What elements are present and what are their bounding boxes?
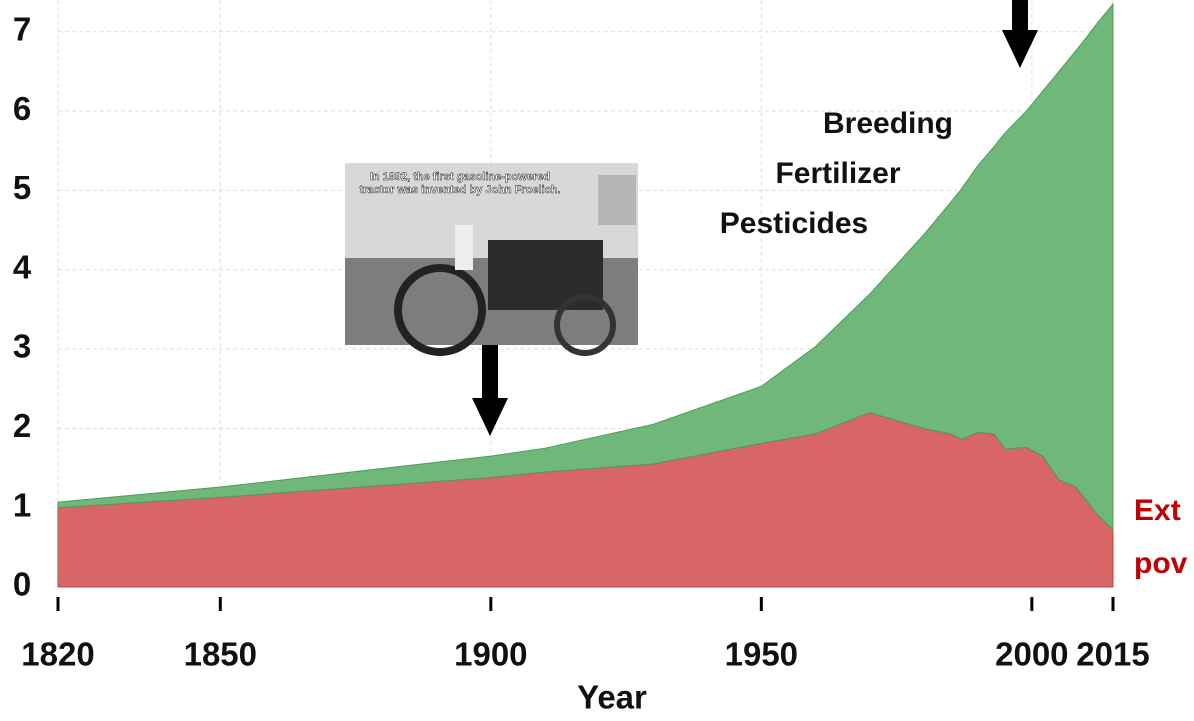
y-tick-label: 6 — [13, 90, 31, 127]
flag — [598, 175, 636, 225]
chart: Year In 1892, the first gasoline-powered… — [0, 0, 1194, 721]
y-tick-label: 4 — [13, 248, 32, 285]
photo-caption: tractor was invented by John Froelich. — [359, 184, 560, 196]
photo: In 1892, the first gasoline-powered trac… — [345, 163, 638, 353]
annotation: Pesticides — [720, 207, 868, 240]
arrow — [472, 345, 508, 436]
y-tick-label: 5 — [13, 169, 31, 206]
photo-caption: In 1892, the first gasoline-powered — [370, 171, 550, 183]
x-tick-label: 2000 — [995, 636, 1068, 673]
x-tick-label: 1900 — [454, 636, 527, 673]
arrow-head — [1002, 30, 1038, 68]
x-tick-label: 1950 — [725, 636, 798, 673]
annotation: Ext — [1134, 494, 1181, 527]
x-axis-label: Year — [577, 679, 647, 716]
arrow-shaft — [1012, 0, 1028, 32]
y-tick-label: 3 — [13, 328, 31, 365]
arrow-shaft — [482, 345, 498, 400]
y-tick-label: 7 — [13, 10, 31, 47]
arrow — [1002, 0, 1038, 68]
y-tick-label: 2 — [13, 407, 31, 444]
annotation: Breeding — [823, 107, 953, 140]
area — [58, 412, 1113, 587]
arrow-head — [472, 398, 508, 436]
x-tick-label: 2015 — [1076, 636, 1149, 673]
x-tick-label: 1820 — [21, 636, 94, 673]
y-tick-label: 1 — [13, 486, 31, 523]
annotation: Fertilizer — [775, 157, 900, 190]
y-tick-label: 0 — [13, 566, 31, 603]
x-tick-label: 1850 — [184, 636, 257, 673]
driver — [455, 225, 473, 270]
annotation: pov — [1134, 547, 1188, 580]
